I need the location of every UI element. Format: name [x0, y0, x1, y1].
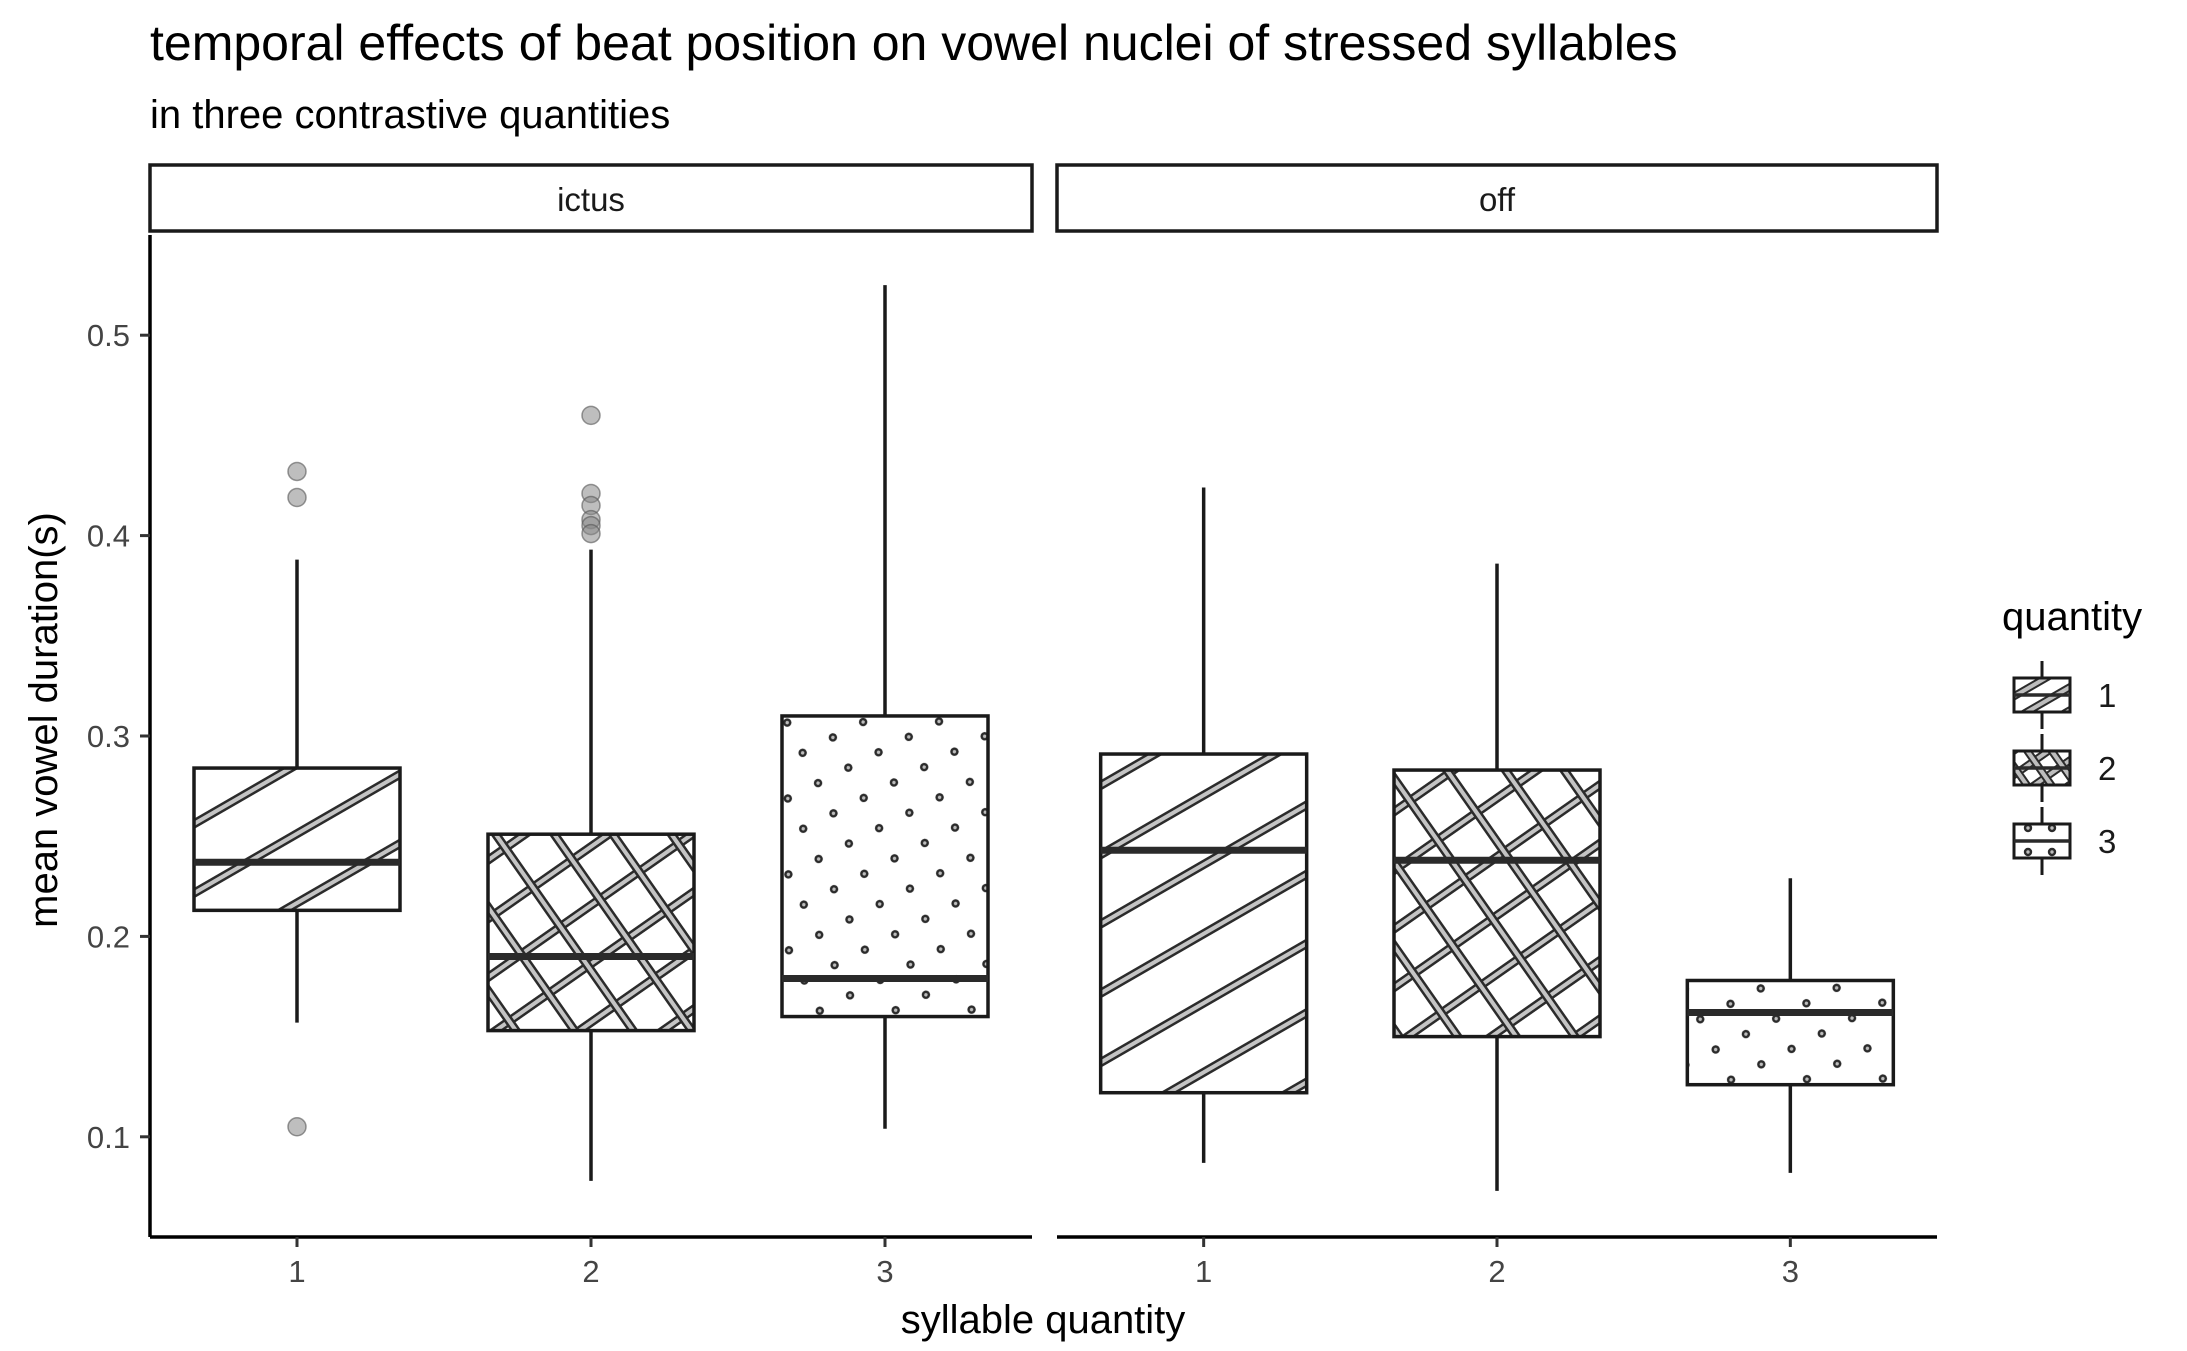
- chart-title: temporal effects of beat position on vow…: [150, 15, 1678, 71]
- box-pattern-1: [1687, 980, 1894, 1085]
- facet-panels: ictus 1 2 3 off 1 2 3: [148, 163, 1939, 1289]
- facet-off: off 1 2 3: [1055, 163, 1939, 1289]
- y-tick-label: 0.2: [87, 919, 130, 954]
- facet-strip: [1055, 163, 1939, 233]
- legend-entry-3: 3: [2012, 807, 2116, 875]
- box-off-1: [1098, 487, 1309, 1163]
- box-outline: [192, 766, 402, 913]
- box-off-3: [1685, 878, 1896, 1173]
- box-outline: [1392, 768, 1602, 1039]
- x-axis-label: syllable quantity: [901, 1298, 1186, 1342]
- box-off-2: [1392, 563, 1602, 1191]
- x-tick-label: 3: [876, 1254, 893, 1289]
- y-tick-label: 0.1: [87, 1120, 130, 1155]
- y-axis: 0.1 0.2 0.3 0.4 0.5: [87, 235, 152, 1237]
- box-pattern-2: [1394, 770, 1600, 1037]
- box-ictus-1: [192, 461, 402, 1137]
- facet-strip-label: off: [1479, 181, 1516, 218]
- legend-entry-2: 2: [2012, 734, 2116, 802]
- facet-strip-label: ictus: [557, 181, 625, 218]
- x-tick-label: 2: [1488, 1254, 1505, 1289]
- outlier-point: [287, 1117, 307, 1137]
- box-ictus-3: [780, 285, 990, 1129]
- y-tick-label: 0.5: [87, 318, 130, 353]
- box-ictus-2: [486, 405, 696, 1181]
- box-pattern-1: [782, 715, 988, 1017]
- y-tick-label: 0.3: [87, 719, 130, 754]
- legend-entry-label: 1: [2098, 677, 2116, 714]
- outlier-point: [287, 461, 307, 482]
- y-axis-label: mean vowel duration(s): [22, 512, 66, 928]
- x-tick-label: 3: [1782, 1254, 1799, 1289]
- box-outline: [780, 714, 990, 1019]
- box-outline: [486, 832, 696, 1033]
- y-tick-label: 0.4: [87, 519, 130, 554]
- legend-entry-label: 2: [2098, 750, 2116, 787]
- box-pattern-1: [194, 768, 400, 911]
- box-pattern-1: [1100, 754, 1307, 1093]
- legend: quantity 1 2 3: [2002, 595, 2142, 875]
- box-outline: [1098, 752, 1309, 1095]
- legend-title: quantity: [2002, 595, 2142, 639]
- x-tick-label: 2: [582, 1254, 599, 1289]
- outlier-point: [581, 523, 601, 544]
- legend-entry-1: 1: [2012, 661, 2116, 729]
- legend-entry-label: 3: [2098, 823, 2116, 860]
- box-pattern-2: [488, 834, 694, 1031]
- facet-strip: [148, 163, 1034, 233]
- box-outline: [1685, 978, 1896, 1087]
- x-tick-label: 1: [288, 1254, 305, 1289]
- outlier-point: [287, 487, 307, 508]
- chart-subtitle: in three contrastive quantities: [150, 93, 670, 137]
- facet-ictus: ictus 1 2 3: [148, 163, 1034, 1289]
- x-tick-label: 1: [1195, 1254, 1212, 1289]
- outlier-point: [581, 405, 601, 426]
